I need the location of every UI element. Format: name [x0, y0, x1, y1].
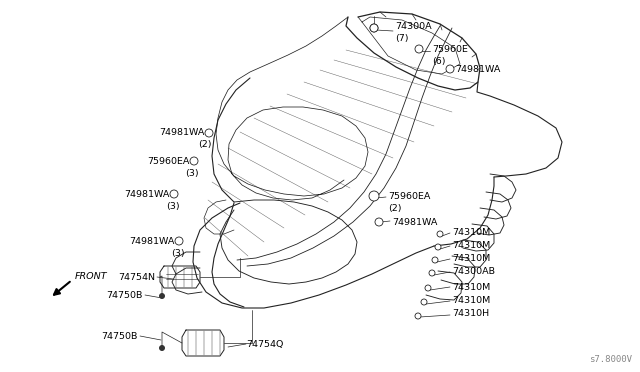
- Circle shape: [370, 24, 378, 32]
- Text: (3): (3): [186, 169, 199, 178]
- Text: 74310M: 74310M: [452, 296, 490, 305]
- Text: 74310M: 74310M: [452, 241, 490, 250]
- Text: 74981WA: 74981WA: [159, 128, 205, 137]
- Circle shape: [415, 45, 423, 53]
- Text: 74754Q: 74754Q: [246, 340, 284, 349]
- Text: s7.8000V: s7.8000V: [589, 355, 632, 364]
- Circle shape: [370, 24, 378, 32]
- Text: (3): (3): [166, 202, 180, 211]
- Circle shape: [159, 345, 165, 351]
- Text: 74981WA: 74981WA: [455, 65, 500, 74]
- Circle shape: [369, 191, 379, 201]
- Text: 74310M: 74310M: [452, 254, 490, 263]
- Text: 74981WA: 74981WA: [125, 190, 170, 199]
- Text: 74750B: 74750B: [107, 291, 143, 300]
- Circle shape: [432, 257, 438, 263]
- Text: 74300A: 74300A: [395, 22, 431, 31]
- Text: 74300AB: 74300AB: [452, 267, 495, 276]
- Circle shape: [446, 65, 454, 73]
- Text: FRONT: FRONT: [75, 272, 108, 281]
- Circle shape: [415, 313, 421, 319]
- Text: (2): (2): [198, 140, 212, 149]
- Circle shape: [370, 192, 378, 200]
- Circle shape: [429, 270, 435, 276]
- Text: (7): (7): [395, 34, 408, 43]
- Text: 74310M: 74310M: [452, 228, 490, 237]
- Text: 74310H: 74310H: [452, 309, 489, 318]
- Text: 74310M: 74310M: [452, 283, 490, 292]
- Circle shape: [190, 157, 198, 165]
- Text: 74981WA: 74981WA: [130, 237, 175, 246]
- Circle shape: [205, 129, 213, 137]
- Circle shape: [170, 190, 178, 198]
- Text: 74754N: 74754N: [118, 273, 155, 282]
- Circle shape: [375, 218, 383, 226]
- Text: 75960EA: 75960EA: [388, 192, 430, 201]
- Text: 75960EA: 75960EA: [148, 157, 190, 166]
- Text: 75960E: 75960E: [432, 45, 468, 54]
- Text: (3): (3): [172, 249, 185, 258]
- Text: 74981WA: 74981WA: [392, 218, 437, 227]
- Circle shape: [175, 237, 183, 245]
- Circle shape: [425, 285, 431, 291]
- Text: (6): (6): [432, 57, 445, 66]
- Circle shape: [159, 293, 165, 299]
- Text: 74750B: 74750B: [102, 332, 138, 341]
- Text: (2): (2): [388, 204, 401, 213]
- Circle shape: [437, 231, 443, 237]
- Circle shape: [421, 299, 427, 305]
- Circle shape: [435, 244, 441, 250]
